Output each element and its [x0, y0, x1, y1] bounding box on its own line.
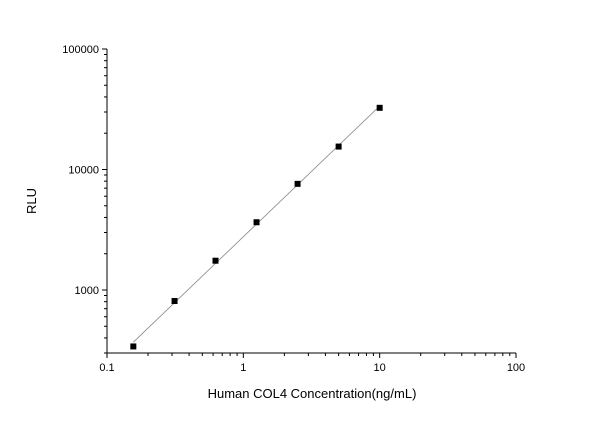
ticks: 0.1 1 10 100 1000 10000 100000	[62, 44, 525, 374]
x-tick-label: 1	[240, 362, 246, 374]
x-tick-label: 100	[507, 362, 525, 374]
x-axis-title: Human COL4 Concentration(ng/mL)	[208, 386, 417, 401]
data-point	[171, 298, 178, 305]
data-point	[130, 343, 137, 350]
data-point	[253, 219, 260, 226]
y-tick-label: 1000	[75, 285, 99, 297]
x-tick-label: 0.1	[99, 362, 114, 374]
data-points	[130, 104, 383, 350]
y-tick-label: 10000	[68, 164, 99, 176]
data-point	[376, 104, 383, 111]
data-point	[294, 180, 301, 187]
y-tick-label: 100000	[62, 44, 99, 56]
data-point	[335, 143, 342, 150]
y-axis-title: RLU	[24, 188, 39, 214]
data-point	[212, 257, 219, 264]
axes	[106, 49, 516, 354]
x-tick-label: 10	[374, 362, 386, 374]
